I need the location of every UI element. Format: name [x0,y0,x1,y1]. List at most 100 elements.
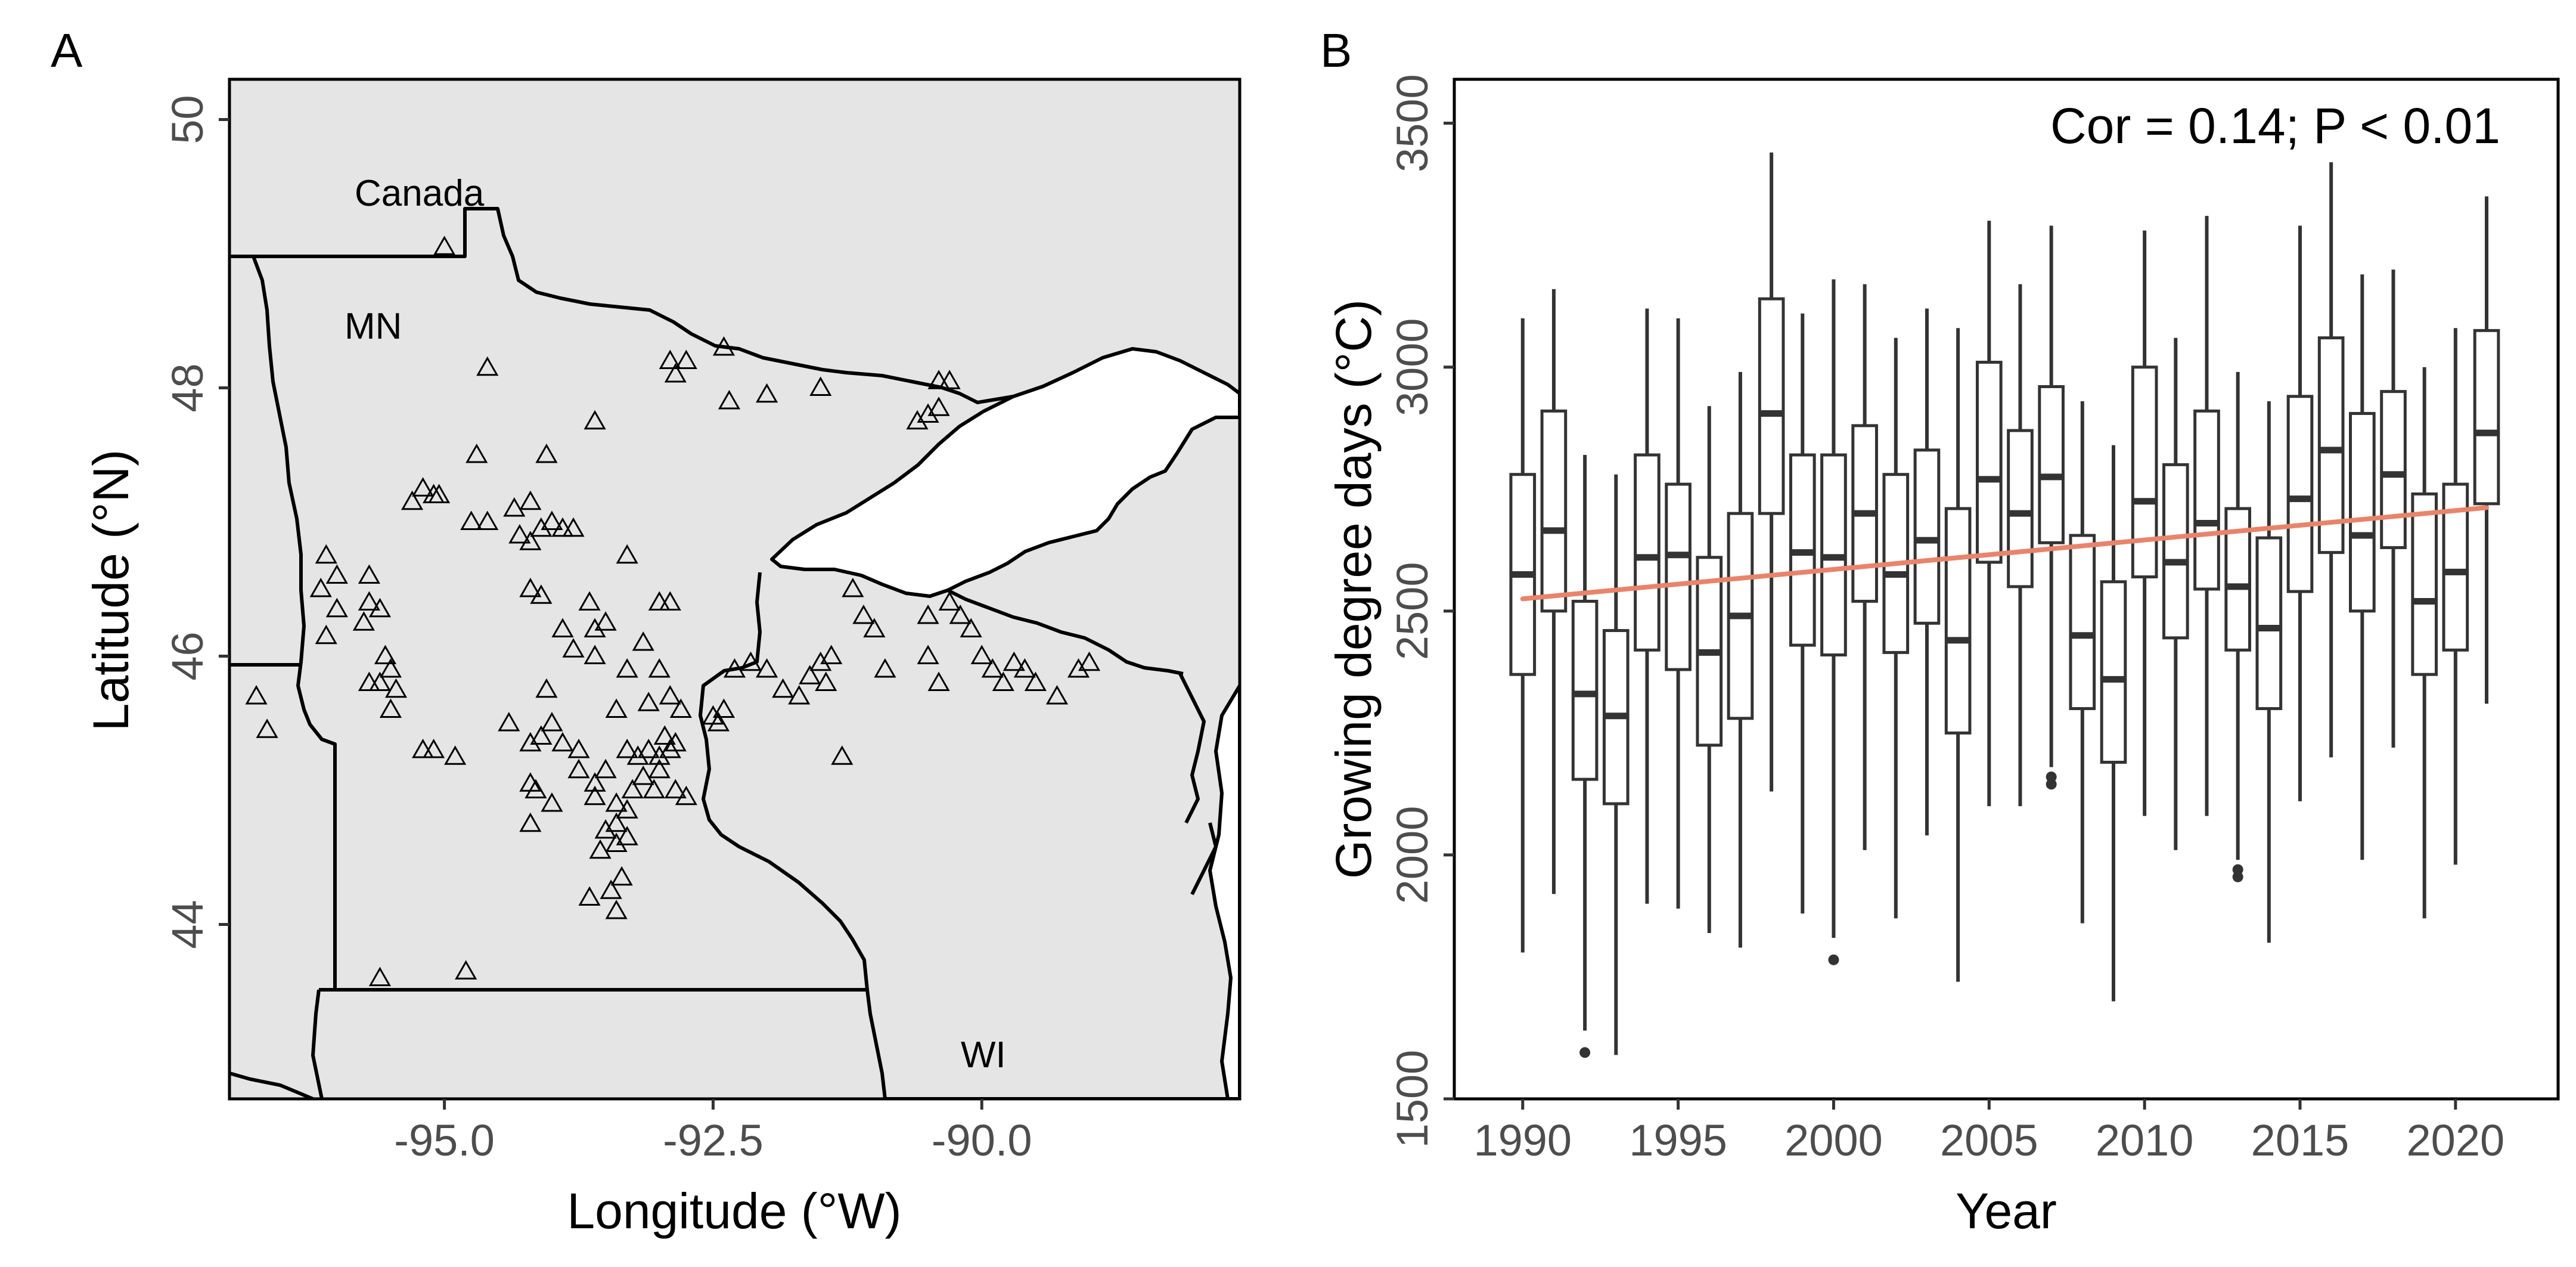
panel-b-letter: B [1320,24,1352,77]
site-marker-49 [584,645,606,664]
plot-frame [1453,78,2560,1101]
site-marker-22 [460,510,483,530]
site-marker-23 [476,510,499,530]
box-2012 [2193,216,2220,816]
site-marker-43 [530,584,553,604]
site-marker-128 [927,671,950,691]
boxplot-y-tick-label-2: 2000 [1388,806,1437,904]
iqr-box-2012 [2193,409,2220,591]
box-2017 [2349,274,2376,860]
site-marker-41 [315,624,337,645]
site-marker-95 [616,799,638,819]
site-marker-121 [863,618,886,637]
site-marker-33 [315,544,337,564]
site-marker-15 [465,443,488,463]
site-marker-59 [374,645,397,664]
site-marker-70 [519,732,542,752]
boxplot-y-tick-label-5: 3500 [1388,74,1437,172]
iqr-box-2007 [2038,385,2065,544]
iqr-box-2009 [2100,580,2127,764]
site-marker-48 [562,638,585,658]
site-marker-2 [476,356,499,376]
site-marker-5 [664,363,687,383]
site-marker-60 [379,658,402,678]
site-marker-11 [938,370,961,389]
box-1996 [1696,406,1723,933]
map-frame [228,78,1242,1101]
site-marker-99 [605,832,628,852]
site-marker-16 [535,443,558,463]
site-marker-134 [1024,671,1047,691]
site-marker-125 [949,604,972,624]
box-1995 [1665,318,1692,909]
site-marker-71 [567,738,590,758]
boxplot-y-tick-label-4: 3000 [1388,318,1437,416]
boxplot-y-tick-label-1: 1500 [1388,1050,1437,1148]
site-marker-138 [831,745,854,765]
iqr-box-1992 [1571,599,1599,781]
map-panel: A [51,24,1242,1239]
lake-michigan [1208,684,1240,1099]
trend-line-layer [1520,505,2490,602]
map-background [229,79,1240,1099]
site-marker-137 [1078,651,1101,671]
outlier-2007-2 [2046,779,2057,790]
box-2003 [1913,308,1941,836]
box-2021 [2473,196,2500,704]
site-marker-40 [325,597,348,618]
box-2004 [1944,328,1972,982]
boxplot-x-axis: 1990 1995 2000 2005 2010 2015 2020 [1473,1099,2504,1165]
site-marker-1 [433,236,456,255]
site-marker-32 [616,544,638,564]
site-marker-13 [917,403,939,423]
box-2006 [2007,284,2034,807]
map-markers [245,236,1101,986]
box-2014 [2255,401,2283,943]
boxplot-x-tick-label-1: 1990 [1473,1116,1572,1165]
map-y-tick-label-2: 46 [163,631,212,680]
box-2019 [2411,367,2438,919]
site-marker-130 [981,658,1004,678]
site-marker-133 [1013,658,1036,678]
site-marker-4 [675,349,697,369]
site-marker-126 [960,618,982,637]
boxplot-x-tick-label-3: 2000 [1784,1116,1883,1165]
box-2008 [2069,401,2096,924]
outlier-2000-1 [1828,954,1839,965]
iqr-box-2004 [1944,507,1972,735]
box-1994 [1634,308,1661,904]
site-marker-78 [519,812,542,832]
site-marker-97 [594,819,617,839]
boxplot-y-axis: 1500 2000 2500 3000 3500 [1388,74,1454,1148]
site-marker-61 [368,671,392,691]
region-label-wi: WI [961,1034,1006,1076]
map-x-axis-title: Longitude (°W) [567,1183,901,1239]
site-marker-63 [358,671,380,691]
site-marker-44 [551,618,574,637]
site-marker-101 [610,866,633,886]
site-marker-92 [632,765,654,785]
site-marker-106 [675,785,697,806]
site-marker-112 [756,658,778,678]
lake-superior [770,347,1240,598]
site-marker-19 [401,490,424,510]
iqr-box-2019 [2411,492,2438,676]
mn-west-border [252,255,337,990]
site-marker-9 [809,376,832,396]
iowa-west-edge [311,989,324,1099]
iqr-box-2016 [2317,336,2345,554]
outlier-2013-2 [2232,871,2243,882]
site-marker-140 [256,718,278,738]
site-marker-129 [970,645,993,664]
site-marker-109 [712,698,735,718]
site-marker-117 [815,671,837,691]
map-x-tick-label-1: -95.0 [394,1116,495,1165]
site-marker-77 [541,792,563,812]
site-marker-55 [659,684,681,705]
site-marker-111 [739,651,762,671]
site-marker-14 [906,410,929,430]
site-marker-68 [530,725,553,745]
panel-a-letter: A [51,24,83,77]
site-marker-76 [524,779,547,798]
